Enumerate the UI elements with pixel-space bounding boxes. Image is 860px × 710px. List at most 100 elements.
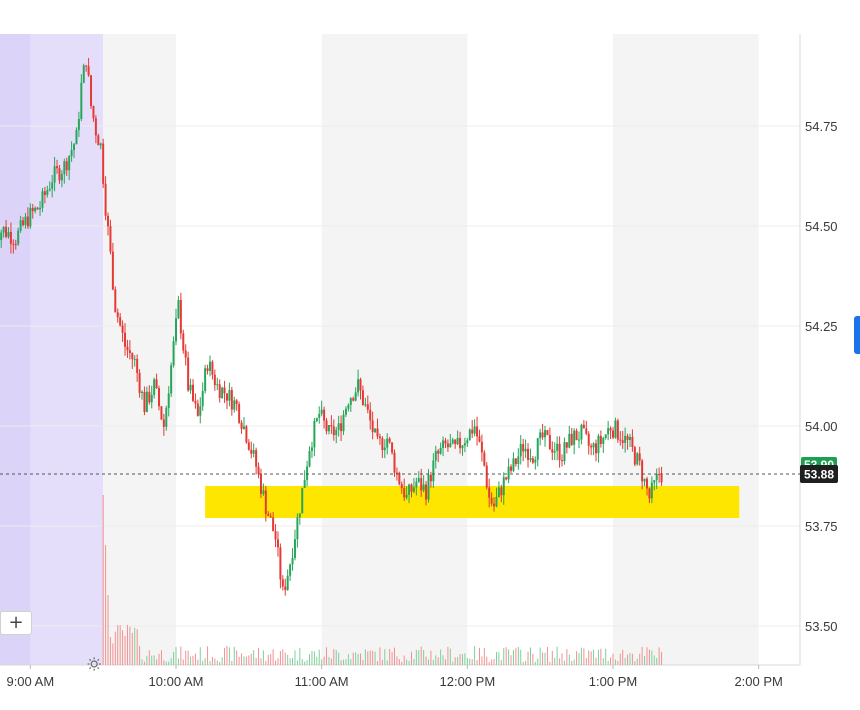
volume-bar <box>464 653 466 665</box>
candle-body <box>107 215 110 227</box>
candle-body <box>310 447 313 451</box>
candle-body <box>9 231 12 244</box>
candle-body <box>420 478 423 491</box>
candle-body <box>599 435 602 444</box>
volume-bar <box>449 648 451 665</box>
volume-bar <box>583 648 585 665</box>
candle-body <box>26 216 29 227</box>
volume-bar <box>430 650 432 665</box>
candle-body <box>284 586 287 590</box>
candle-body <box>58 168 61 181</box>
candle-body <box>434 450 437 461</box>
volume-bar <box>614 659 616 665</box>
candle-body <box>323 409 326 421</box>
volume-bar <box>109 637 111 665</box>
volume-bar <box>296 660 298 665</box>
volume-bar <box>457 656 459 665</box>
volume-bar <box>491 659 493 665</box>
volume-bar <box>216 660 218 665</box>
highlight-zone <box>205 486 740 518</box>
candle-body <box>612 430 614 438</box>
volume-bar <box>282 649 284 665</box>
candle-body <box>636 453 639 465</box>
volume-bar <box>262 650 264 665</box>
candle-body <box>335 429 338 436</box>
candle-body <box>658 474 661 476</box>
volume-bar <box>170 658 172 665</box>
volume-bar <box>112 643 114 665</box>
volume-bar <box>126 624 128 665</box>
candle-body <box>325 420 328 432</box>
volume-bar <box>500 660 502 665</box>
candle-body <box>483 452 486 466</box>
candle-body <box>128 350 131 354</box>
volume-bar <box>243 656 245 665</box>
candle-body <box>119 317 122 326</box>
volume-bar <box>267 654 269 665</box>
candle-body <box>330 425 333 427</box>
volume-bar <box>403 655 405 665</box>
volume-bar <box>207 646 209 665</box>
candle-body <box>104 183 107 216</box>
candle-body <box>279 547 282 580</box>
y-tick-label: 54.00 <box>805 419 838 434</box>
candle-body <box>92 106 95 119</box>
volume-bar <box>355 652 357 665</box>
candle-body <box>29 207 32 227</box>
candle-body <box>626 435 629 441</box>
volume-bar <box>131 632 133 665</box>
volume-bar <box>646 647 648 665</box>
candle-body <box>517 456 520 465</box>
candle-body <box>213 374 216 386</box>
volume-bar <box>275 660 277 665</box>
candle-body <box>247 442 250 450</box>
candle-body <box>386 438 389 448</box>
volume-bar <box>522 661 524 665</box>
candle-body <box>371 420 374 433</box>
y-tick-label: 53.75 <box>805 519 838 534</box>
candle-body <box>541 432 544 438</box>
candle-body <box>175 318 177 342</box>
volume-bar <box>326 647 328 665</box>
volume-bar <box>224 648 226 665</box>
sun-ray <box>89 666 92 670</box>
candle-body <box>291 557 294 565</box>
candle-body <box>590 445 593 448</box>
volume-bar <box>571 660 573 665</box>
volume-bar <box>595 657 597 665</box>
volume-bar <box>440 649 442 665</box>
candle-body <box>60 174 63 181</box>
candle-body <box>133 358 136 360</box>
candle-body <box>534 459 537 463</box>
candle-body <box>308 450 311 467</box>
volume-bar <box>102 495 104 665</box>
volume-bar <box>357 653 359 665</box>
volume-bar <box>413 659 415 665</box>
zoom-in-button[interactable]: + <box>0 611 32 635</box>
candle-body <box>337 423 340 430</box>
candle-body <box>408 484 411 495</box>
candle-body <box>34 207 37 212</box>
side-panel-tab[interactable] <box>854 316 860 354</box>
volume-bar <box>226 646 228 665</box>
candle-body <box>391 442 394 453</box>
volume-bar <box>401 661 403 665</box>
volume-bar <box>165 661 167 665</box>
volume-bar <box>321 659 323 665</box>
volume-bar <box>381 659 383 665</box>
candle-body <box>614 420 617 438</box>
volume-bar <box>168 661 170 665</box>
candle-body <box>357 379 360 393</box>
volume-bar <box>292 658 294 665</box>
candle-body <box>366 404 369 410</box>
candle-body <box>556 443 559 451</box>
candle-body <box>199 406 202 416</box>
candle-body <box>575 430 578 441</box>
volume-bar <box>156 659 158 665</box>
volume-bar <box>202 660 204 665</box>
candle-body <box>73 144 76 151</box>
candle-body <box>289 564 292 576</box>
volume-bar <box>304 661 306 665</box>
volume-bar <box>323 656 325 665</box>
